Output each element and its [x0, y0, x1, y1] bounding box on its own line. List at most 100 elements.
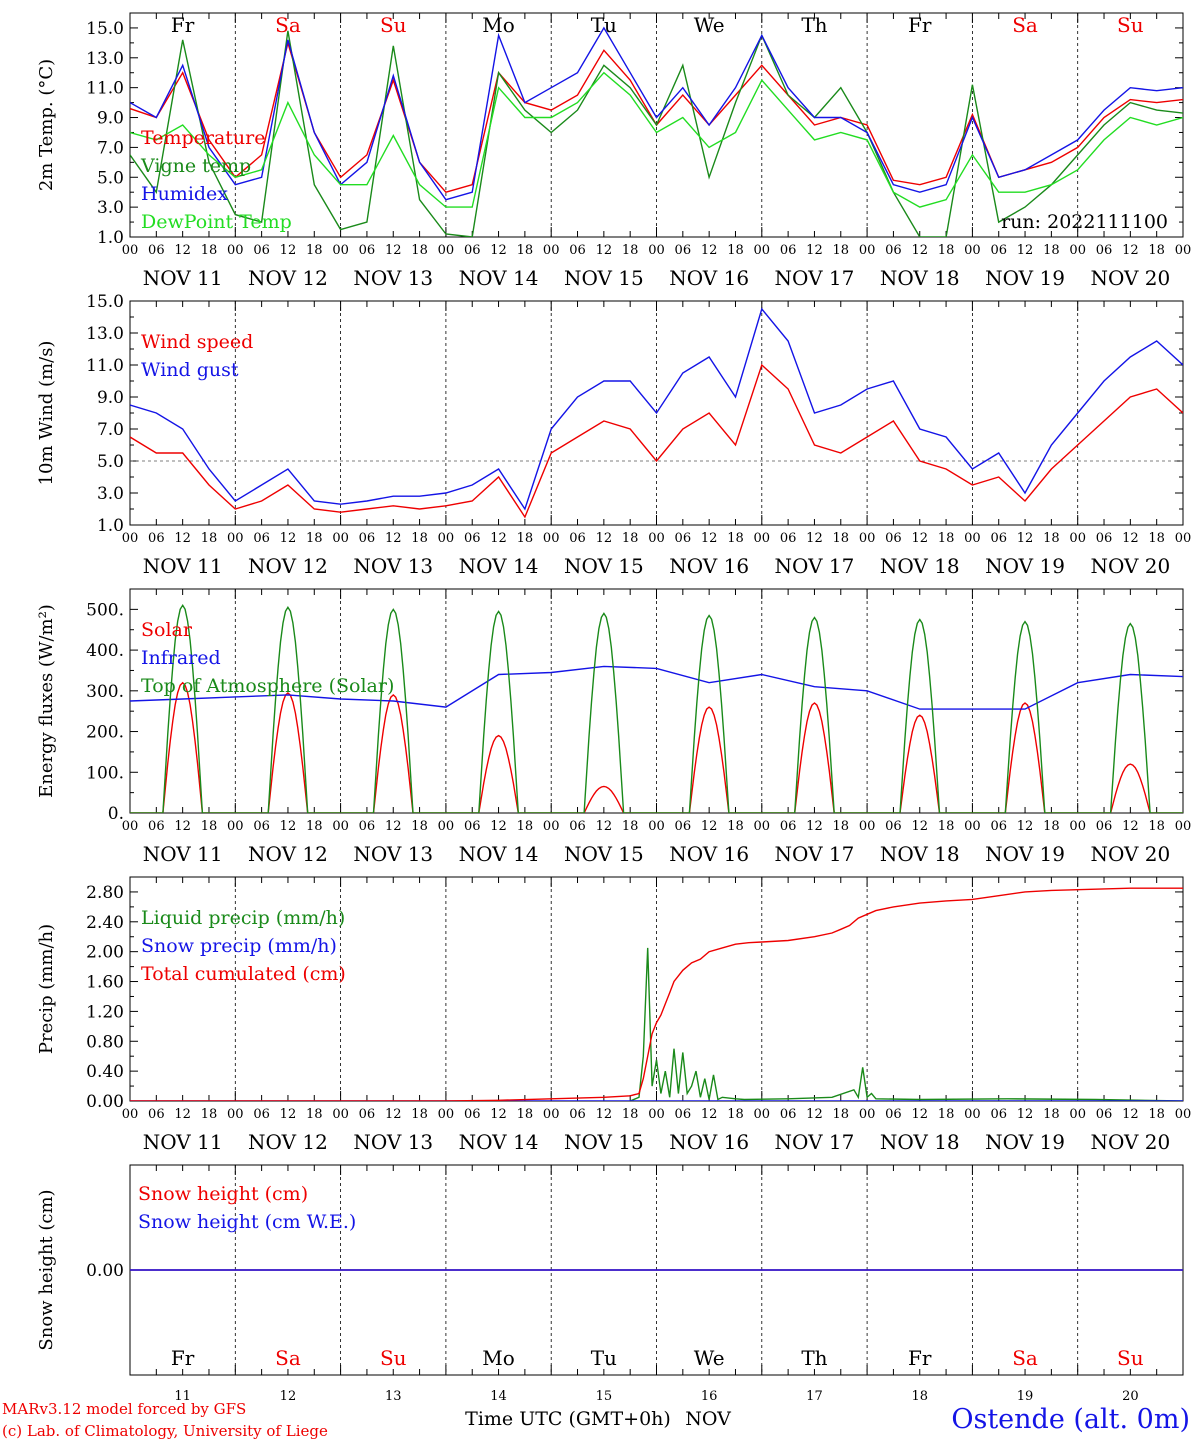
- x-hour-label: 18: [1043, 531, 1060, 546]
- weekday-label-top: Sa: [275, 13, 301, 37]
- y-axis-label: 10m Wind (m/s): [36, 341, 57, 486]
- x-day-label: NOV 12: [248, 842, 328, 866]
- weekday-label-top: Fr: [908, 13, 932, 37]
- x-hour-label: 06: [359, 819, 376, 834]
- x-day-label: NOV 14: [459, 266, 539, 290]
- x-hour-label: 18: [727, 1107, 744, 1122]
- x-hour-label: 12: [490, 1107, 507, 1122]
- weekday-label-top: Su: [1117, 13, 1144, 37]
- x-day-label: NOV 11: [143, 266, 223, 290]
- x-hour-label: 18: [833, 531, 850, 546]
- x-hour-label: 12: [596, 819, 613, 834]
- x-hour-label: 00: [648, 243, 665, 258]
- x-axis-title: Time UTC (GMT+0h): [465, 1408, 671, 1430]
- day-number-label: 11: [174, 1389, 191, 1404]
- weekday-label-bottom: Sa: [1012, 1346, 1038, 1370]
- x-hour-label: 06: [780, 531, 797, 546]
- x-hour-label: 00: [332, 531, 349, 546]
- x-hour-label: 00: [754, 819, 771, 834]
- x-hour-label: 18: [201, 1107, 218, 1122]
- x-hour-label: 12: [1017, 819, 1034, 834]
- x-hour-label: 18: [622, 819, 639, 834]
- day-number-label: 19: [1017, 1389, 1034, 1404]
- weekday-label-top: Fr: [171, 13, 195, 37]
- x-hour-label: 00: [964, 819, 981, 834]
- weekday-label-bottom: Mo: [482, 1346, 515, 1370]
- x-hour-label: 12: [911, 531, 928, 546]
- legend-entry: Infrared: [141, 647, 221, 669]
- x-hour-label: 12: [701, 531, 718, 546]
- x-hour-label: 06: [990, 531, 1007, 546]
- x-hour-label: 18: [622, 531, 639, 546]
- x-hour-label: 06: [885, 243, 902, 258]
- y-tick-label: 0.40: [86, 1062, 124, 1082]
- x-hour-label: 18: [938, 243, 955, 258]
- series-group: [130, 603, 1183, 813]
- series-line-vigne-temp: [130, 30, 1183, 237]
- y-tick-label: 9.0: [97, 109, 124, 129]
- x-hour-label: 12: [280, 819, 297, 834]
- x-hour-label: 06: [569, 1107, 586, 1122]
- x-hour-label: 18: [411, 819, 428, 834]
- y-tick-label: 2.40: [86, 913, 124, 933]
- x-hour-label: 12: [280, 531, 297, 546]
- y-tick-label: 1.0: [97, 228, 124, 248]
- x-day-label: NOV 17: [775, 842, 855, 866]
- series-line-dewpoint-temp: [130, 71, 1183, 208]
- legend-entry: Humidex: [141, 183, 228, 205]
- x-hour-label: 18: [727, 243, 744, 258]
- series-group: [130, 307, 1183, 519]
- x-hour-label: 18: [622, 243, 639, 258]
- x-day-label: NOV 13: [353, 554, 433, 578]
- x-hour-label: 18: [1148, 531, 1165, 546]
- x-hour-label: 06: [675, 1107, 692, 1122]
- x-axis-month: NOV: [685, 1408, 731, 1430]
- y-tick-label: 7.0: [97, 138, 124, 158]
- x-day-label: NOV 20: [1090, 554, 1170, 578]
- x-hour-label: 06: [148, 819, 165, 834]
- x-hour-label: 06: [253, 531, 270, 546]
- legend-entry: DewPoint Temp: [141, 211, 292, 233]
- x-day-label: NOV 18: [880, 554, 960, 578]
- x-hour-label: 00: [754, 243, 771, 258]
- y-tick-label: 11.0: [86, 356, 124, 376]
- x-hour-label: 18: [1148, 243, 1165, 258]
- x-hour-label: 18: [517, 531, 534, 546]
- legend-entry: Solar: [141, 619, 193, 641]
- x-hour-label: 06: [148, 243, 165, 258]
- x-hour-label: 06: [569, 819, 586, 834]
- weekday-label-top: Su: [380, 13, 407, 37]
- x-hour-label: 00: [1175, 819, 1192, 834]
- day-number-label: 12: [280, 1389, 297, 1404]
- weekday-label-top: Tu: [591, 13, 617, 37]
- y-tick-label: 1.60: [86, 973, 124, 993]
- x-hour-label: 12: [490, 531, 507, 546]
- model-credit: MARv3.12 model forced by GFS: [2, 1400, 246, 1418]
- x-hour-label: 12: [701, 243, 718, 258]
- x-hour-label: 12: [280, 243, 297, 258]
- x-hour-label: 18: [517, 243, 534, 258]
- station-name: Ostende (alt. 0m): [951, 1404, 1190, 1435]
- series-group: [130, 26, 1183, 237]
- x-day-label: NOV 11: [143, 1130, 223, 1154]
- x-hour-label: 06: [359, 531, 376, 546]
- x-hour-label: 18: [201, 531, 218, 546]
- y-tick-label: 5.0: [97, 168, 124, 188]
- x-hour-label: 18: [1148, 819, 1165, 834]
- x-hour-label: 00: [122, 531, 139, 546]
- day-number-label: 18: [911, 1389, 928, 1404]
- x-hour-label: 00: [122, 243, 139, 258]
- y-tick-label: 400.: [86, 641, 124, 661]
- x-hour-label: 06: [990, 819, 1007, 834]
- x-hour-label: 18: [411, 243, 428, 258]
- x-day-label: NOV 15: [564, 842, 644, 866]
- y-tick-label: 1.20: [86, 1002, 124, 1022]
- x-hour-label: 18: [833, 243, 850, 258]
- x-day-label: NOV 19: [985, 554, 1065, 578]
- y-axis-label: 2m Temp. (°C): [36, 59, 57, 191]
- y-tick-label: 2.80: [86, 883, 124, 903]
- weekday-label-top: Mo: [482, 13, 515, 37]
- y-tick-label: 0.00: [86, 1092, 124, 1112]
- x-hour-label: 00: [754, 1107, 771, 1122]
- x-hour-label: 00: [227, 819, 244, 834]
